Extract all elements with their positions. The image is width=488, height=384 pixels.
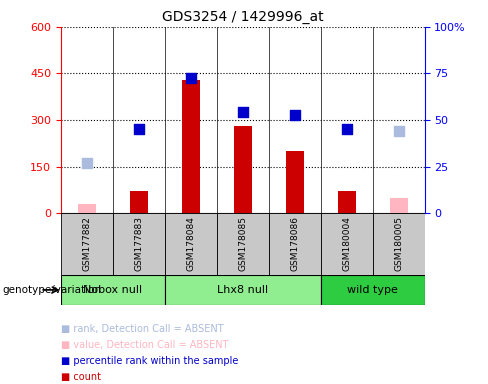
Bar [321, 275, 425, 305]
Text: GSM178084: GSM178084 [186, 217, 195, 271]
Text: Lhx8 null: Lhx8 null [217, 285, 268, 295]
Bar [373, 213, 425, 275]
Text: ■ rank, Detection Call = ABSENT: ■ rank, Detection Call = ABSENT [61, 324, 224, 334]
Text: ■ percentile rank within the sample: ■ percentile rank within the sample [61, 356, 238, 366]
Bar [61, 275, 165, 305]
Text: genotype/variation: genotype/variation [2, 285, 102, 295]
Title: GDS3254 / 1429996_at: GDS3254 / 1429996_at [162, 10, 324, 25]
Point [135, 126, 143, 132]
Bar [113, 213, 165, 275]
Point [343, 126, 350, 132]
Text: ■ value, Detection Call = ABSENT: ■ value, Detection Call = ABSENT [61, 340, 228, 350]
Bar [338, 191, 356, 213]
Text: wild type: wild type [347, 285, 398, 295]
Bar [78, 204, 96, 213]
Bar [61, 213, 113, 275]
Text: GSM180005: GSM180005 [394, 216, 403, 271]
Point [83, 160, 91, 166]
Bar [165, 275, 321, 305]
Point [239, 109, 246, 115]
Text: GSM180004: GSM180004 [342, 217, 351, 271]
Text: GSM177883: GSM177883 [134, 216, 143, 271]
Bar [217, 213, 269, 275]
Bar [130, 191, 148, 213]
Bar [321, 213, 373, 275]
Text: GSM178085: GSM178085 [238, 216, 247, 271]
Text: ■ count: ■ count [61, 372, 101, 382]
Point [187, 75, 195, 81]
Bar [165, 213, 217, 275]
Text: GSM178086: GSM178086 [290, 216, 299, 271]
Bar [269, 213, 321, 275]
Point [395, 128, 403, 134]
Text: GSM177882: GSM177882 [82, 217, 91, 271]
Bar [389, 198, 407, 213]
Bar [285, 151, 304, 213]
Text: Nobox null: Nobox null [83, 285, 142, 295]
Bar [182, 79, 200, 213]
Bar [234, 126, 252, 213]
Point [291, 112, 299, 118]
